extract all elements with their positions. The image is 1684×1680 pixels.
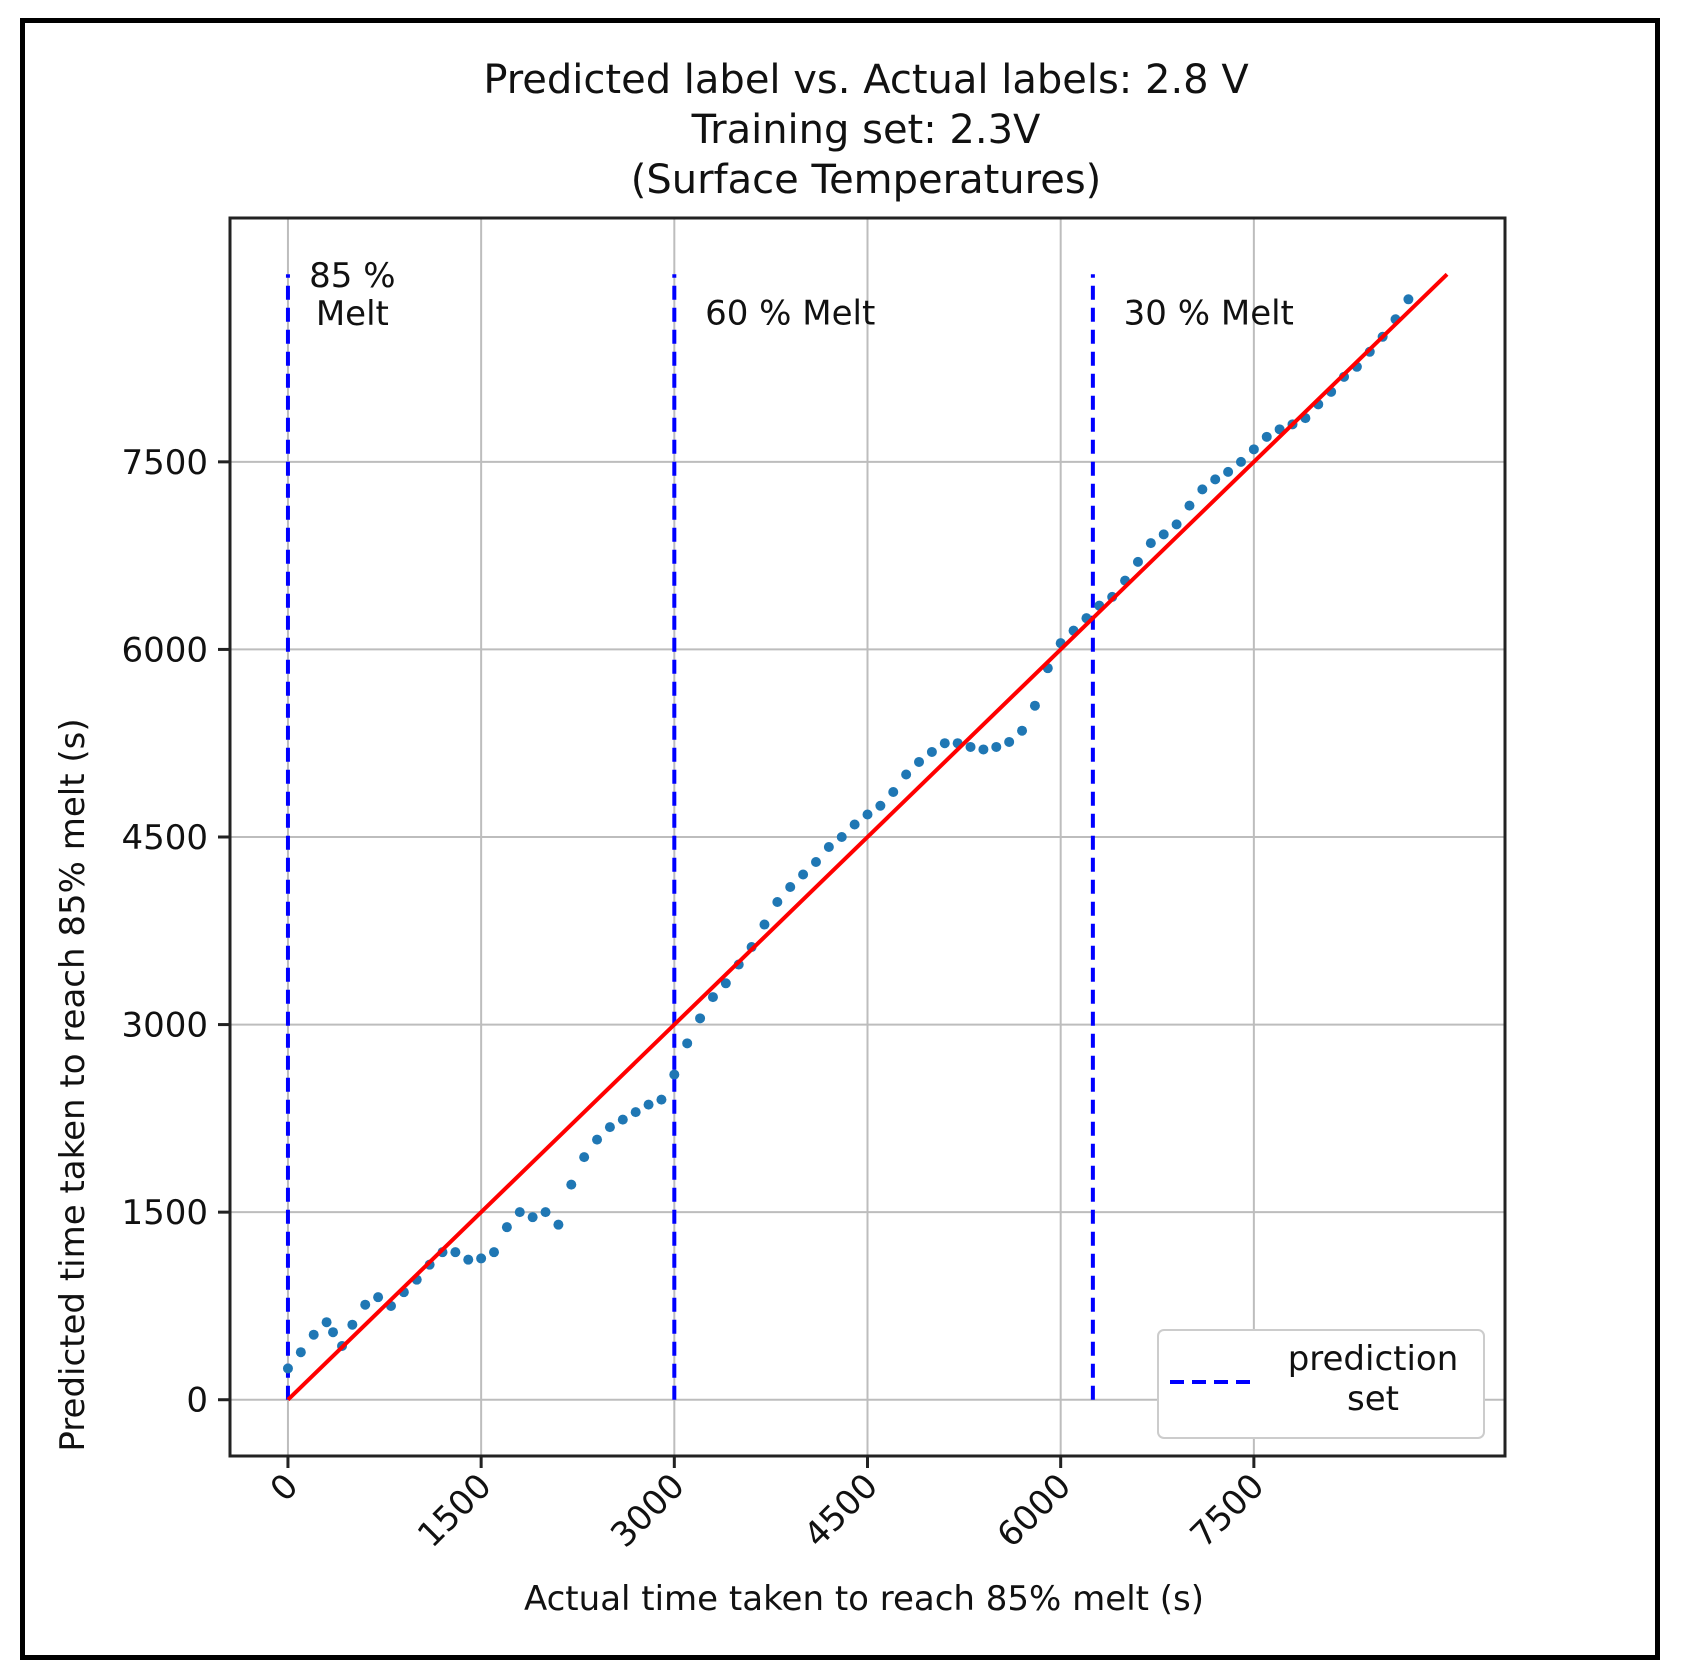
scatter-point bbox=[1223, 466, 1234, 477]
scatter-point bbox=[373, 1292, 384, 1303]
scatter-point bbox=[669, 1069, 680, 1080]
chart-title-line-1: Predicted label vs. Actual labels: 2.8 V bbox=[483, 57, 1249, 103]
x-axis-label: Actual time taken to reach 85% melt (s) bbox=[524, 1579, 1204, 1619]
y-tick-label: 3000 bbox=[121, 1006, 208, 1046]
y-tick-label: 1500 bbox=[121, 1193, 208, 1233]
scatter-point bbox=[1171, 519, 1182, 530]
scatter-point bbox=[630, 1107, 641, 1118]
chart-title-line-3: (Surface Temperatures) bbox=[631, 157, 1102, 203]
scatter-point bbox=[592, 1134, 603, 1145]
y-tick-label: 7500 bbox=[121, 443, 208, 483]
prediction-set-lines bbox=[285, 274, 1095, 1400]
scatter-point bbox=[772, 897, 783, 908]
scatter-point bbox=[785, 882, 796, 893]
scatter-point bbox=[1248, 444, 1259, 455]
scatter-point bbox=[656, 1094, 667, 1105]
legend-label: prediction bbox=[1288, 1339, 1459, 1379]
scatter-point bbox=[566, 1179, 577, 1190]
chart-title: Predicted label vs. Actual labels: 2.8 V… bbox=[483, 57, 1249, 203]
scatter-point bbox=[720, 978, 731, 989]
x-tick-label: 4500 bbox=[796, 1466, 885, 1555]
annotations: 85 %Melt 60 % Melt 30 % Melt bbox=[309, 256, 1294, 334]
scatter-point bbox=[939, 738, 950, 749]
scatter-point bbox=[1158, 529, 1169, 540]
scatter-point bbox=[501, 1222, 512, 1233]
annotation-label: 60 % Melt bbox=[705, 293, 875, 333]
scatter-point bbox=[514, 1207, 525, 1218]
y-axis-label: Predicted time taken to reach 85% melt (… bbox=[53, 718, 93, 1451]
scatter-point bbox=[1017, 725, 1028, 736]
y-tick-label: 0 bbox=[186, 1381, 208, 1421]
scatter-point bbox=[476, 1253, 487, 1264]
scatter-point bbox=[360, 1299, 371, 1310]
scatter-point bbox=[823, 842, 834, 853]
scatter-point bbox=[682, 1038, 693, 1049]
scatter-point bbox=[1210, 474, 1221, 485]
scatter-point bbox=[965, 741, 976, 752]
x-tick-label: 3000 bbox=[603, 1466, 692, 1555]
y-axis-ticks: 0 1500 3000 4500 6000 7500 bbox=[121, 443, 230, 1421]
scatter-point bbox=[617, 1114, 628, 1125]
scatter-point bbox=[1403, 294, 1414, 305]
scatter-point bbox=[463, 1254, 474, 1265]
x-tick-label: 1500 bbox=[410, 1466, 499, 1555]
scatter-point bbox=[1235, 456, 1246, 467]
scatter-point bbox=[643, 1099, 654, 1110]
scatter-point bbox=[849, 819, 860, 830]
scatter-point bbox=[540, 1207, 551, 1218]
scatter-point bbox=[328, 1327, 339, 1338]
legend-label: set bbox=[1347, 1379, 1399, 1419]
scatter-point bbox=[1184, 500, 1195, 511]
legend-box bbox=[1157, 1329, 1485, 1439]
chart-title-line-2: Training set: 2.3V bbox=[691, 107, 1041, 153]
scatter-point bbox=[1132, 556, 1143, 567]
scatter-point bbox=[888, 786, 899, 797]
y-tick-label: 4500 bbox=[121, 818, 208, 858]
ideal-line bbox=[286, 272, 1449, 1402]
scatter-point bbox=[1004, 736, 1015, 747]
scatter-point bbox=[798, 869, 809, 880]
x-tick-label: 7500 bbox=[1183, 1466, 1272, 1555]
scatter-point bbox=[1029, 700, 1040, 711]
scatter-point bbox=[295, 1347, 306, 1358]
scatter-point bbox=[978, 744, 989, 755]
scatter-points bbox=[282, 294, 1414, 1374]
scatter-point bbox=[901, 769, 912, 780]
scatter-point bbox=[527, 1212, 538, 1223]
scatter-point bbox=[321, 1317, 332, 1328]
scatter-point bbox=[707, 992, 718, 1003]
scatter-point bbox=[604, 1122, 615, 1133]
scatter-point bbox=[875, 800, 886, 811]
scatter-point bbox=[810, 857, 821, 868]
scatter-point bbox=[553, 1219, 564, 1230]
scatter-point bbox=[347, 1319, 358, 1330]
scatter-point bbox=[862, 809, 873, 820]
scatter-point bbox=[1261, 431, 1272, 442]
scatter-point bbox=[914, 756, 925, 767]
scatter-point bbox=[308, 1329, 319, 1340]
scatter-point bbox=[282, 1363, 293, 1374]
annotation-label: Melt bbox=[316, 294, 389, 334]
annotation-label: 30 % Melt bbox=[1124, 293, 1294, 333]
scatter-point bbox=[579, 1152, 590, 1163]
scatter-point bbox=[836, 832, 847, 842]
scatter-point bbox=[991, 741, 1002, 752]
scatter-point bbox=[926, 746, 937, 757]
scatter-point bbox=[1197, 484, 1208, 495]
scatter-point bbox=[450, 1247, 461, 1258]
scatter-point bbox=[695, 1013, 706, 1024]
y-tick-label: 6000 bbox=[121, 630, 208, 670]
annotation-label: 85 % bbox=[309, 256, 395, 296]
scatter-point bbox=[489, 1247, 500, 1258]
x-tick-label: 0 bbox=[263, 1466, 307, 1510]
scatter-point bbox=[1145, 538, 1156, 549]
ideal-line-group bbox=[286, 272, 1449, 1402]
scatter-point bbox=[759, 919, 770, 930]
x-tick-label: 6000 bbox=[990, 1466, 1079, 1555]
x-axis-ticks: 0 1500 3000 4500 6000 7500 bbox=[263, 1456, 1272, 1556]
